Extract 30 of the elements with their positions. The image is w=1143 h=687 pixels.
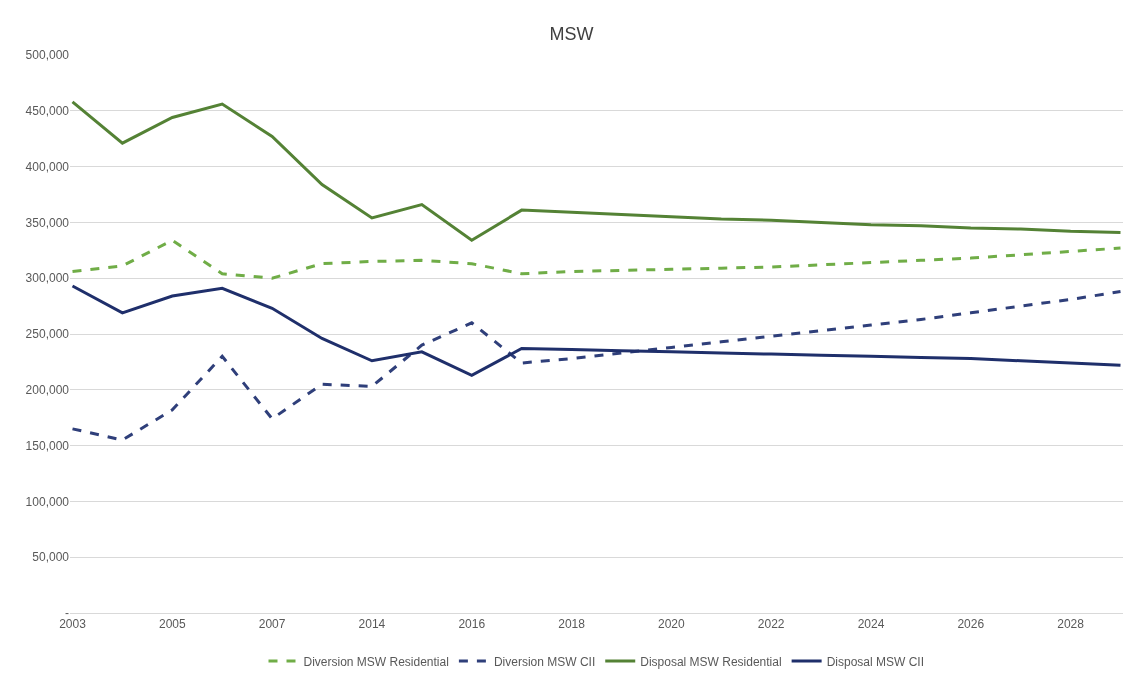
x-tick-label: 2018	[558, 617, 586, 632]
line-series	[71, 100, 1122, 242]
x-tick-label: 2028	[1057, 617, 1085, 632]
y-tick-label: 200,000	[25, 383, 70, 397]
x-tick-label: 2007	[258, 617, 286, 632]
line-series	[71, 284, 1122, 377]
legend-label: Diversion MSW CII	[493, 654, 596, 669]
x-tick-label: 2024	[857, 617, 885, 632]
y-tick-label: 300,000	[25, 271, 70, 286]
x-tick-label: 2005	[158, 617, 186, 632]
y-tick-label: 500,000	[25, 48, 70, 63]
x-tick-label: 2014	[358, 617, 386, 632]
x-tick-label: 2026	[957, 617, 985, 632]
chart-title: MSW	[549, 24, 594, 45]
y-tick-label: 250,000	[25, 327, 70, 342]
y-tick-label: 150,000	[25, 438, 70, 453]
legend-label: Disposal MSW CII	[826, 654, 924, 669]
y-tick-label: 350,000	[25, 215, 70, 230]
y-tick-label: 450,000	[25, 104, 70, 118]
x-tick-label: 2003	[59, 617, 87, 632]
legend-label: Disposal MSW Residential	[640, 654, 782, 669]
line-series	[71, 238, 1122, 280]
line-series	[71, 290, 1122, 442]
y-tick-label: 400,000	[25, 159, 70, 174]
y-tick-label: 100,000	[25, 494, 70, 509]
x-tick-label: 2022	[757, 617, 785, 632]
legend-label: Diversion MSW Residential	[303, 654, 449, 669]
x-tick-label: 2016	[458, 617, 486, 632]
x-tick-label: 2020	[658, 617, 686, 632]
y-tick-label: 50,000	[32, 550, 70, 565]
